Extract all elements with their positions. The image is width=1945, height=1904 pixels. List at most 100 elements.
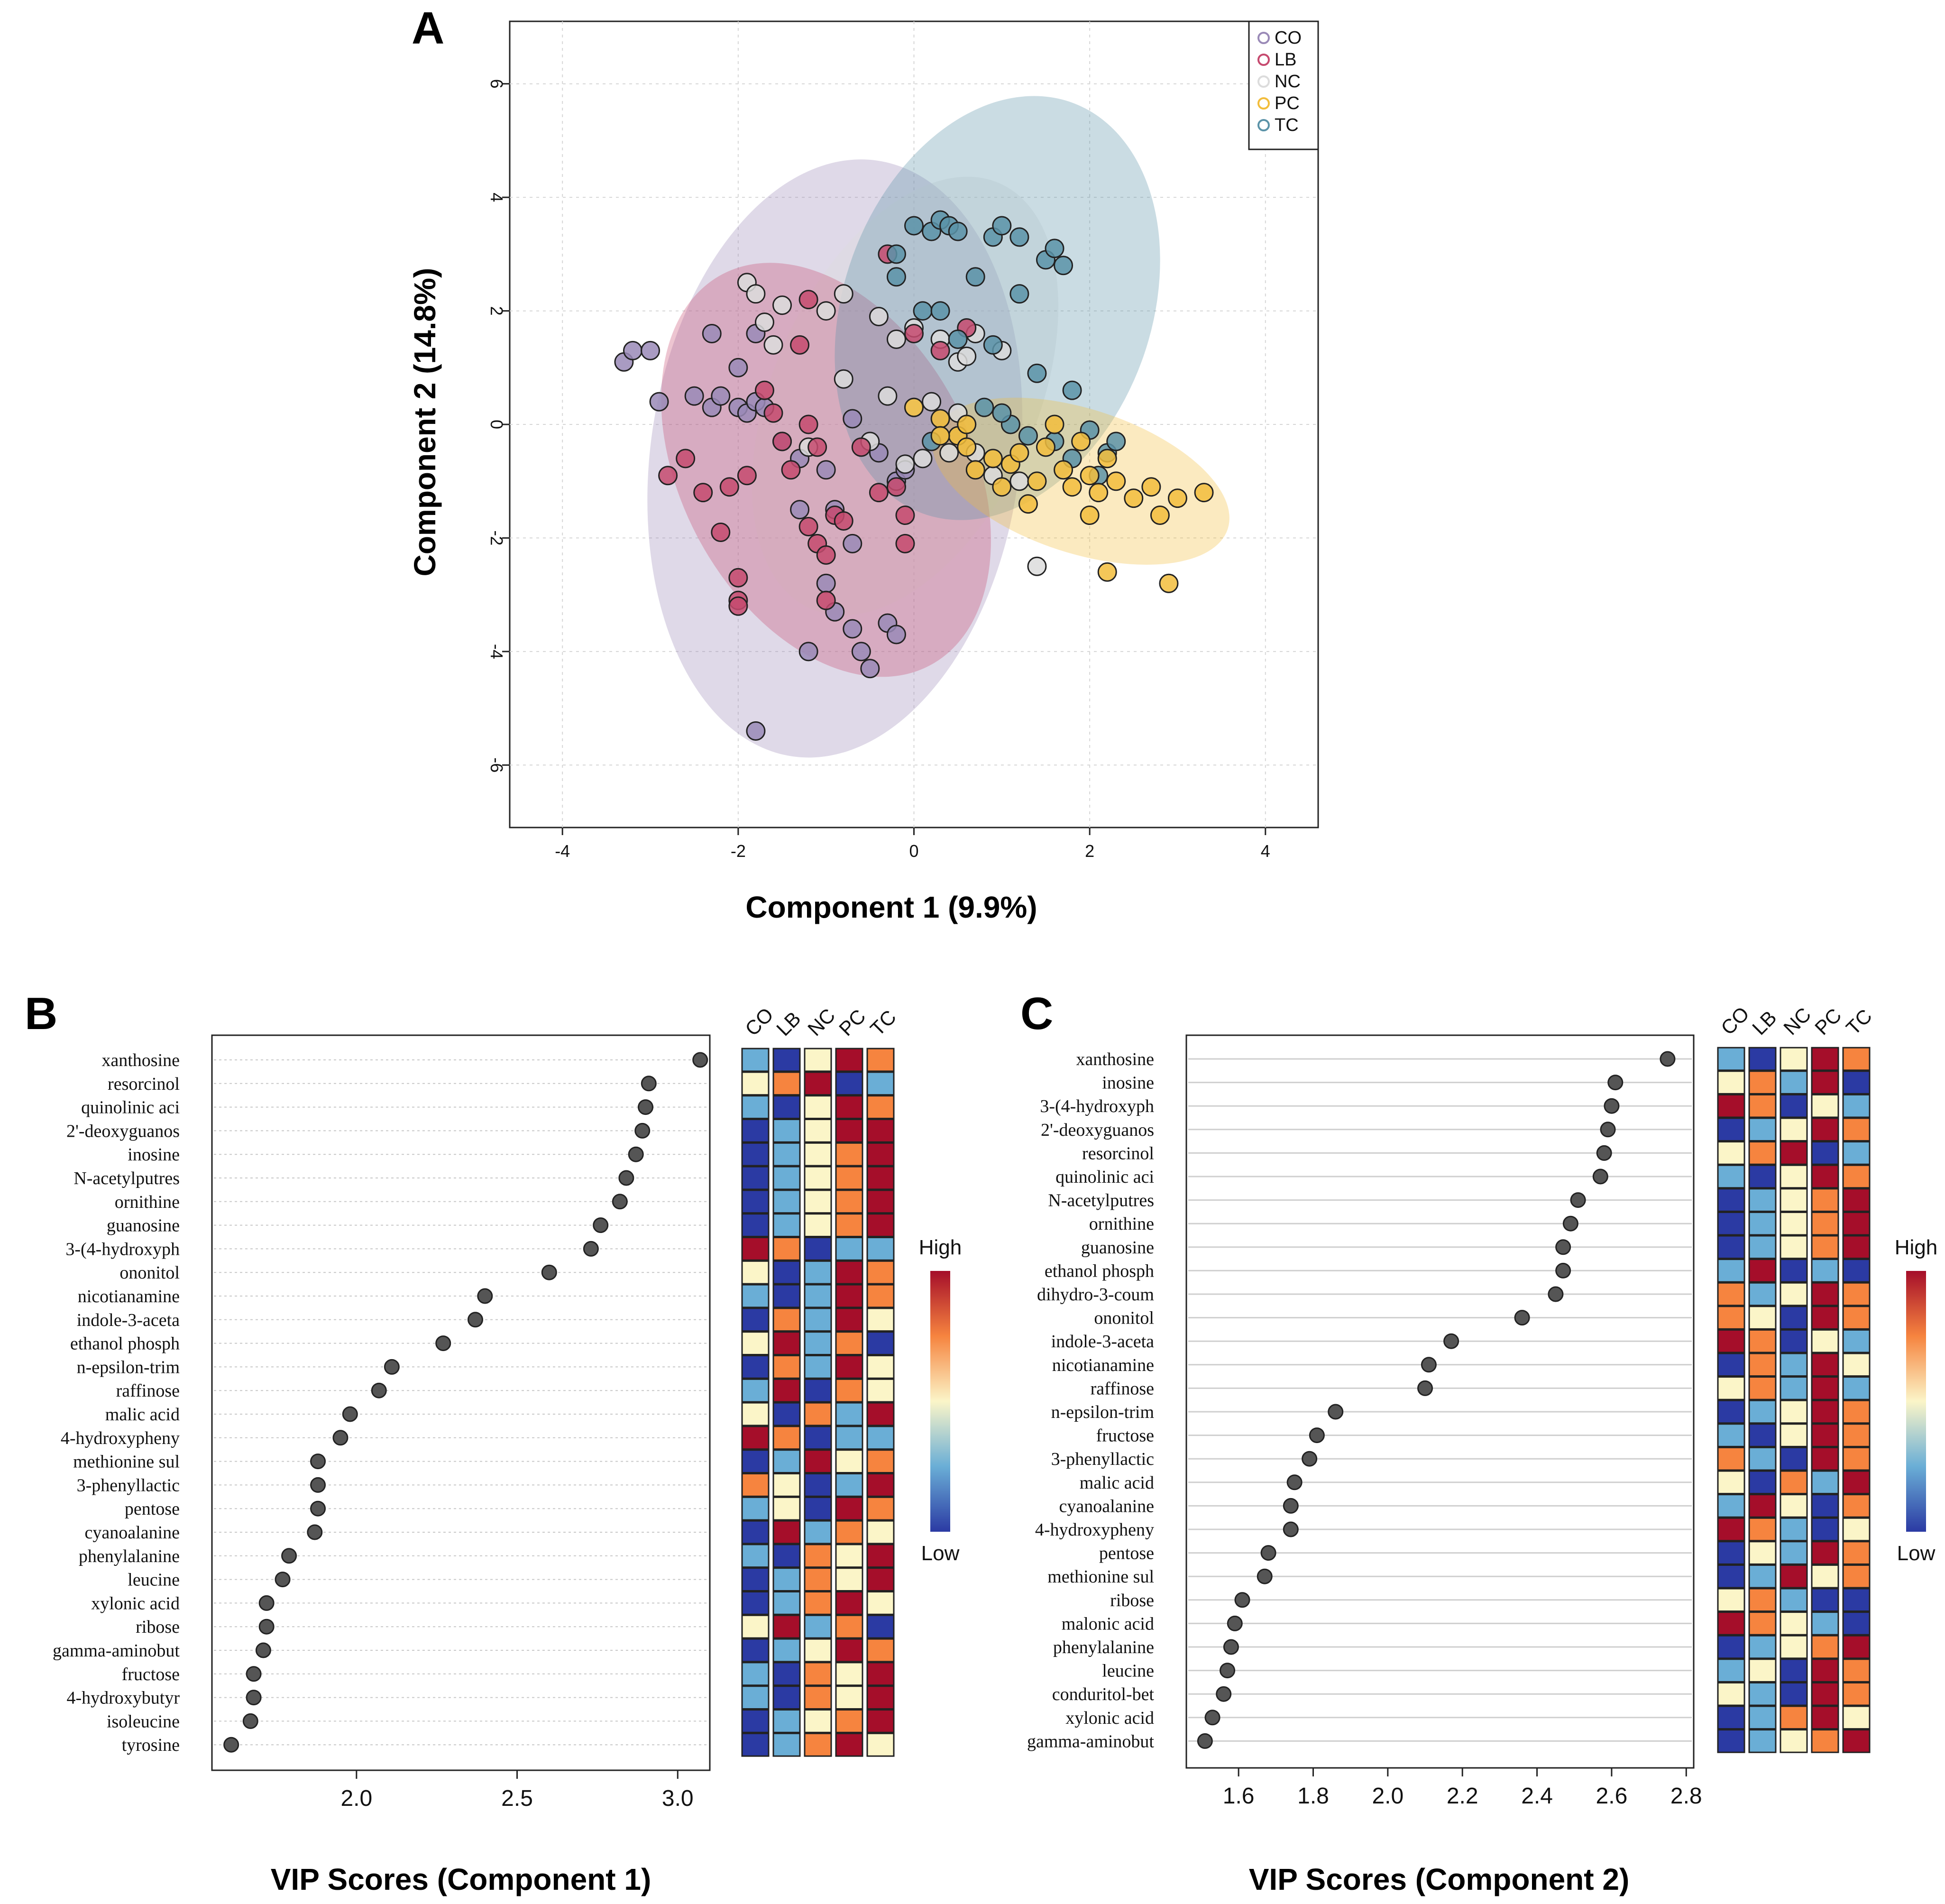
vip-point bbox=[1562, 1215, 1578, 1232]
heatmap-cell bbox=[1811, 1235, 1839, 1260]
heatmap-cell bbox=[835, 1567, 863, 1591]
heatmap-cell bbox=[1811, 1423, 1839, 1447]
heatmap-cell bbox=[772, 1732, 801, 1757]
metabolite-label: indole-3-aceta bbox=[77, 1310, 180, 1330]
heatmap-cell bbox=[835, 1331, 863, 1355]
heatmap-cell bbox=[835, 1237, 863, 1261]
vip-point bbox=[307, 1524, 323, 1540]
heatmap-cell bbox=[1748, 1047, 1777, 1071]
heatmap-cell bbox=[1811, 1047, 1839, 1071]
heatmap-cell bbox=[1717, 1047, 1745, 1071]
vip-point bbox=[1604, 1098, 1620, 1114]
vip-point bbox=[618, 1170, 634, 1186]
metabolite-label: fructose bbox=[1096, 1426, 1154, 1446]
point-pc bbox=[1141, 477, 1161, 497]
metabolite-label: guanosine bbox=[107, 1216, 180, 1236]
point-lb bbox=[904, 323, 924, 343]
heatmap-cell bbox=[772, 1426, 801, 1450]
point-tc bbox=[904, 216, 924, 236]
heatmap-cell bbox=[1842, 1564, 1871, 1589]
heatmap-cell bbox=[1842, 1517, 1871, 1542]
legend-marker-pc bbox=[1257, 97, 1270, 110]
metabolite-label: ethanol phosph bbox=[70, 1334, 180, 1354]
point-pc bbox=[1080, 466, 1100, 486]
point-nc bbox=[869, 307, 889, 327]
heatmap-cell bbox=[1748, 1446, 1777, 1471]
heatmap-cell bbox=[804, 1709, 832, 1733]
heatmap-cell bbox=[1748, 1494, 1777, 1518]
heatmap-cell bbox=[1780, 1564, 1808, 1589]
heatmap-cell bbox=[1842, 1188, 1871, 1212]
heatmap-cell bbox=[1842, 1611, 1871, 1636]
point-nc bbox=[878, 386, 898, 406]
point-co bbox=[623, 340, 642, 360]
heatmap-cell bbox=[866, 1591, 895, 1615]
point-pc bbox=[930, 409, 950, 429]
x-axis-title-c: VIP Scores (Component 2) bbox=[1249, 1862, 1630, 1896]
y-tick-label: 6 bbox=[487, 79, 506, 89]
heatmap-cell bbox=[772, 1189, 801, 1214]
legend-marker-lb bbox=[1257, 54, 1270, 66]
heatmap-cell bbox=[866, 1166, 895, 1190]
heatmap-cell bbox=[866, 1378, 895, 1403]
heatmap-cell bbox=[1717, 1094, 1745, 1118]
heatmap-cell bbox=[1780, 1141, 1808, 1165]
heatmap-cell bbox=[1811, 1376, 1839, 1400]
heatmap-cell bbox=[1842, 1282, 1871, 1306]
point-tc bbox=[930, 301, 950, 321]
vip-point bbox=[1283, 1498, 1299, 1514]
point-pc bbox=[904, 397, 924, 417]
heatmap-cell bbox=[1842, 1423, 1871, 1447]
heatmap-cell bbox=[1748, 1141, 1777, 1165]
heatmap-cell bbox=[1780, 1729, 1808, 1753]
heatmap-cell bbox=[804, 1166, 832, 1190]
point-tc bbox=[974, 397, 994, 417]
heatmap-cell bbox=[741, 1237, 770, 1261]
heatmap-cell bbox=[741, 1142, 770, 1167]
metabolite-label: indole-3-aceta bbox=[1051, 1332, 1154, 1352]
point-lb bbox=[930, 340, 950, 360]
point-tc bbox=[913, 301, 933, 321]
heatmap-cell bbox=[772, 1449, 801, 1473]
vip-point bbox=[541, 1264, 557, 1280]
heatmap-cell bbox=[804, 1685, 832, 1710]
metabolite-label: n-epsilon-trim bbox=[77, 1357, 180, 1377]
metabolite-label: gamma-aminobut bbox=[53, 1641, 180, 1661]
vip-point bbox=[371, 1382, 387, 1398]
heatmap-cell bbox=[1811, 1070, 1839, 1095]
heatmap-cell bbox=[1842, 1235, 1871, 1260]
heatmap-cell bbox=[866, 1544, 895, 1568]
heatmap-cell bbox=[1811, 1470, 1839, 1495]
heatmap-cell bbox=[1748, 1070, 1777, 1095]
heatmap-cell bbox=[1811, 1729, 1839, 1753]
heatmap-cell bbox=[866, 1614, 895, 1639]
metabolite-label: inosine bbox=[128, 1145, 180, 1165]
metabolite-label: resorcinol bbox=[1082, 1143, 1154, 1163]
point-tc bbox=[1018, 426, 1038, 446]
heatmap-cell bbox=[772, 1119, 801, 1143]
heatmap-cell bbox=[866, 1284, 895, 1308]
point-lb bbox=[781, 460, 801, 480]
heatmap-cell bbox=[1748, 1329, 1777, 1353]
heat-high-label: High bbox=[1895, 1236, 1938, 1259]
metabolite-label: malic acid bbox=[1080, 1473, 1154, 1493]
point-pc bbox=[1106, 471, 1126, 491]
point-tc bbox=[1054, 256, 1073, 276]
metabolite-label: xylonic acid bbox=[1065, 1708, 1154, 1728]
vip-point bbox=[435, 1335, 451, 1352]
x-tick-label: 2.6 bbox=[1596, 1784, 1628, 1809]
vip-point bbox=[1555, 1262, 1571, 1279]
point-tc bbox=[1027, 363, 1047, 383]
heatmap-cell bbox=[1780, 1376, 1808, 1400]
heatmap-cell bbox=[1811, 1611, 1839, 1636]
point-pc bbox=[1009, 443, 1029, 463]
heatmap-cell bbox=[1717, 1517, 1745, 1542]
point-nc bbox=[922, 392, 942, 412]
point-pc bbox=[1080, 506, 1100, 525]
point-pc bbox=[983, 449, 1003, 469]
heatmap-cell bbox=[835, 1119, 863, 1143]
heatmap-cell bbox=[1780, 1211, 1808, 1236]
heatmap-cell bbox=[1780, 1094, 1808, 1118]
metabolite-label: n-epsilon-trim bbox=[1051, 1402, 1154, 1422]
